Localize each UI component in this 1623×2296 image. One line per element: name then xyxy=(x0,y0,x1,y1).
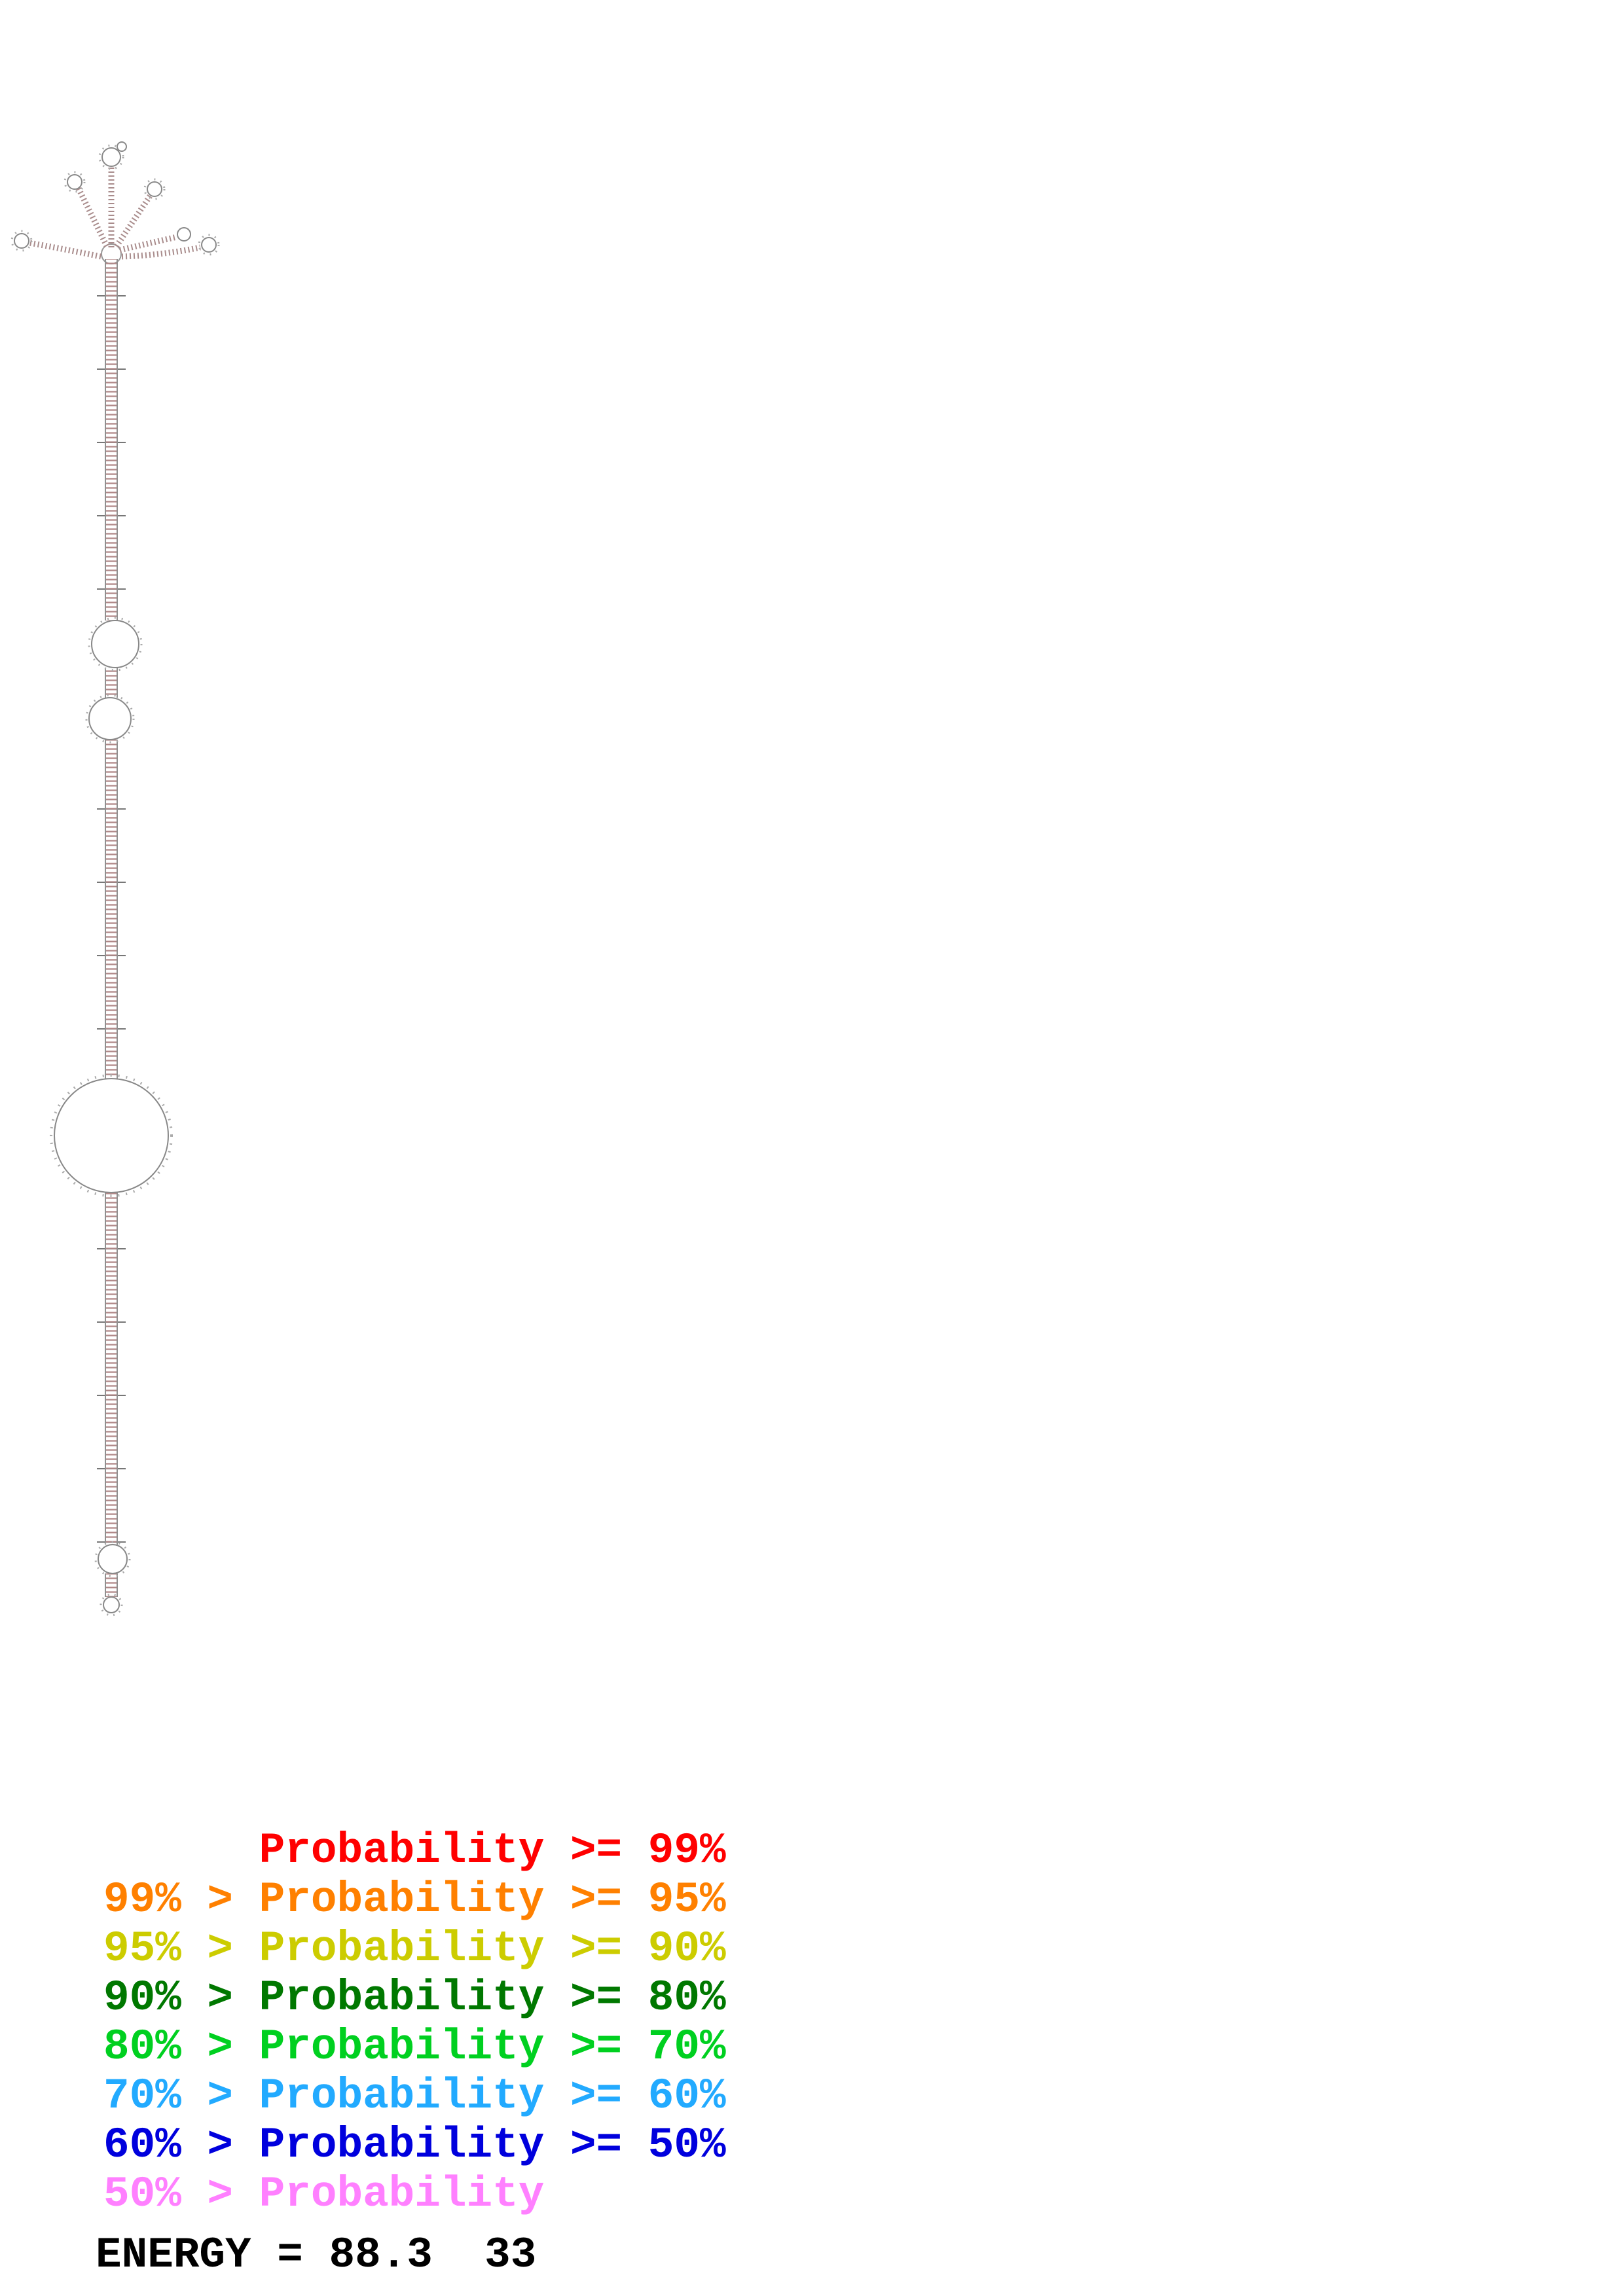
hairpin-loop-ticks xyxy=(98,144,124,170)
hairpin-loop xyxy=(14,233,29,249)
terminal-hairpin-loop xyxy=(103,1596,120,1613)
hairpin-loop xyxy=(201,237,217,253)
helix-stem xyxy=(105,668,117,698)
hairpin-loop xyxy=(177,227,191,242)
hairpin-loop xyxy=(147,181,162,197)
hairpin-loop-ticks xyxy=(143,178,166,200)
energy-value: ENERGY = 88.3 33 xyxy=(96,2231,537,2280)
helix-stem xyxy=(105,259,117,620)
upper-left-hairpin-helix xyxy=(75,187,110,247)
hairpin-loop xyxy=(67,174,82,190)
interior-loop-ticks xyxy=(88,617,143,672)
interior-loops xyxy=(50,617,173,1617)
legend-item-50: 60% > Probability >= 50% xyxy=(103,2121,726,2170)
hairpin-loop xyxy=(101,147,121,167)
legend-item-90: 95% > Probability >= 90% xyxy=(103,1924,726,1973)
hairpin-loop-ticks xyxy=(198,234,220,256)
helix-backbone-rails xyxy=(105,259,118,1597)
interior-loop xyxy=(88,697,132,740)
hairpin-loop-ticks xyxy=(10,230,33,252)
apical-multiloop-cluster xyxy=(10,141,220,264)
helix-stem xyxy=(105,1193,117,1545)
legend-item-below-50: 50% > Probability xyxy=(103,2170,545,2219)
probability-legend: Probability >= 99% 99% > Probability >= … xyxy=(103,1826,726,2219)
hairpin-loop-ticks xyxy=(64,171,86,193)
hairpin-loop xyxy=(117,141,127,152)
legend-item-80: 90% > Probability >= 80% xyxy=(103,1973,726,2022)
short-right-hairpin-helix xyxy=(119,234,178,253)
terminal-hairpin-loop-ticks xyxy=(100,1593,123,1617)
interior-loop-ticks xyxy=(94,1541,131,1577)
interior-loop xyxy=(98,1544,128,1574)
helix-stem xyxy=(105,1573,117,1597)
left-arm-helix xyxy=(29,240,101,260)
legend-item-95: 99% > Probability >= 95% xyxy=(103,1875,726,1924)
upper-right-hairpin-helix xyxy=(114,193,153,248)
legend-item-60: 70% > Probability >= 60% xyxy=(103,2072,726,2121)
right-arm-helix xyxy=(121,244,201,260)
large-interior-loop-ticks xyxy=(50,1074,173,1197)
interior-loop-ticks xyxy=(85,694,135,744)
helix-stem xyxy=(105,740,117,1079)
interior-loop xyxy=(91,620,139,668)
large-interior-loop xyxy=(54,1078,169,1193)
legend-item-99: Probability >= 99% xyxy=(103,1826,726,1875)
main-helix xyxy=(97,259,126,1597)
legend-item-70: 80% > Probability >= 70% xyxy=(103,2022,726,2072)
